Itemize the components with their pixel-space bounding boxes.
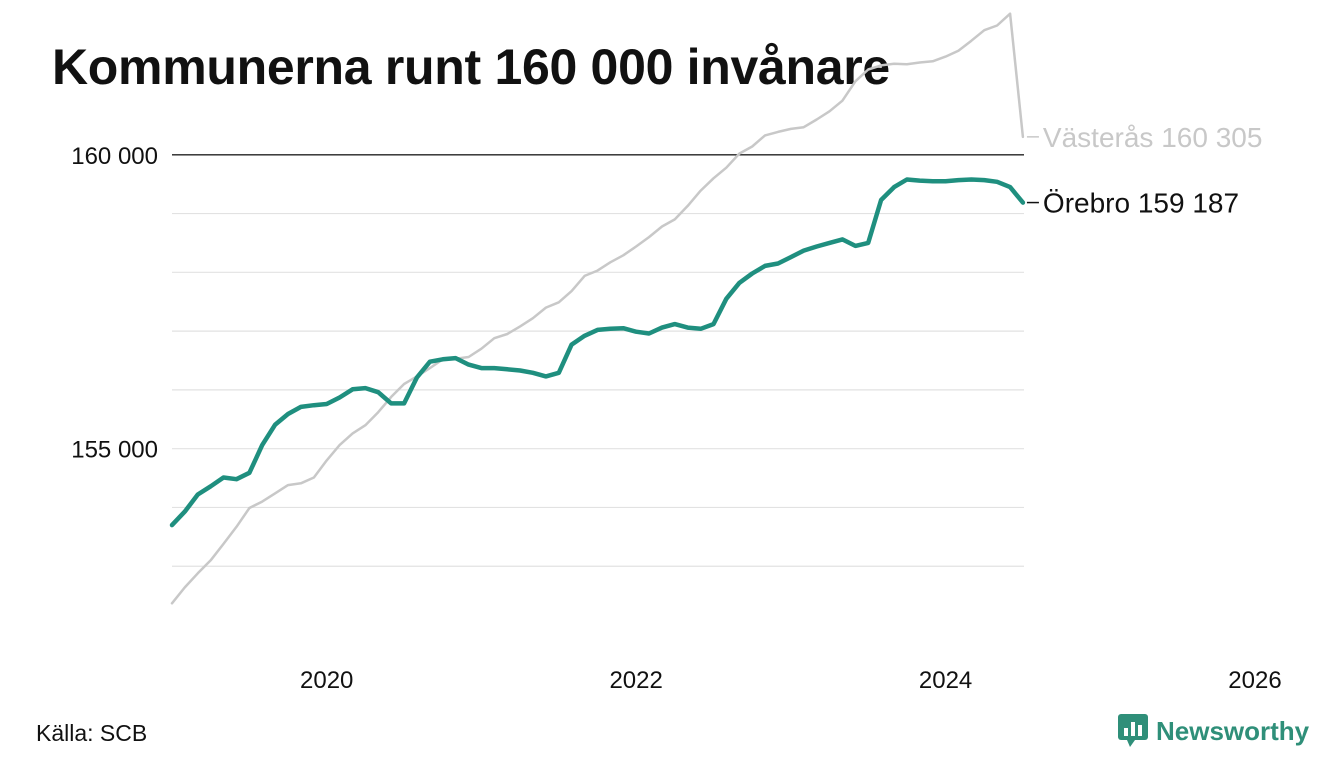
x-tick-label: 2026 [1228,667,1281,694]
chart-title: Kommunerna runt 160 000 invånare [52,39,890,95]
end-labels: Västerås 160 305 Örebro 159 187 [1026,122,1263,219]
brand-logo: Newsworthy [1118,714,1309,748]
series-line-0 [170,12,1025,605]
series-end-label: Örebro 159 187 [1043,188,1239,219]
x-axis-ticks: 2020 2022 2024 2026 [300,667,1282,694]
brand-name: Newsworthy [1156,715,1310,746]
y-axis-ticks: 155 000 160 000 [71,143,158,464]
y-tick-label: 160 000 [71,143,158,170]
x-tick-label: 2022 [609,667,662,694]
newsworthy-logo-icon [1118,714,1148,747]
series-end-label: Västerås 160 305 [1043,122,1263,153]
x-tick-label: 2024 [919,667,972,694]
source-note: Källa: SCB [36,720,148,746]
series-lines [169,12,1026,605]
y-tick-label: 155 000 [71,437,158,464]
x-tick-label: 2020 [300,667,353,694]
series-line-1 [169,177,1026,528]
grid-lines [172,154,1024,567]
